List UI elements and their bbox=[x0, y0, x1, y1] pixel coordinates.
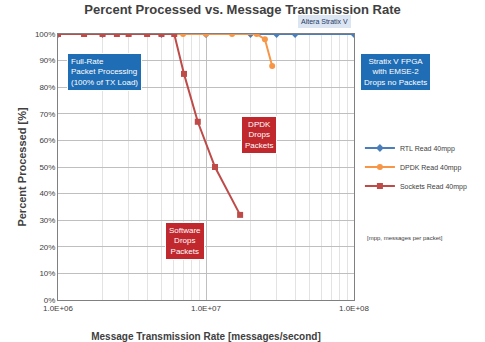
svg-text:Stratix V FPGAwith EMSE-2Drops: Stratix V FPGAwith EMSE-2Drops no Packet… bbox=[364, 57, 427, 87]
svg-text:10%: 10% bbox=[39, 269, 55, 278]
svg-text:DPDKDropsPackets: DPDKDropsPackets bbox=[245, 120, 273, 150]
svg-text:RTL Read 40mpp: RTL Read 40mpp bbox=[400, 145, 455, 153]
svg-text:Altera Stratix V: Altera Stratix V bbox=[301, 18, 348, 25]
svg-text:SoftwareDropsPackets: SoftwareDropsPackets bbox=[169, 226, 201, 256]
svg-text:[mpp, messages per packet]: [mpp, messages per packet] bbox=[367, 235, 443, 241]
svg-text:Full-RatePacket Processing(100: Full-RatePacket Processing(100% of TX Lo… bbox=[71, 57, 138, 87]
svg-text:40%: 40% bbox=[39, 189, 55, 198]
svg-text:90%: 90% bbox=[39, 56, 55, 65]
svg-text:20%: 20% bbox=[39, 243, 55, 252]
svg-text:30%: 30% bbox=[39, 216, 55, 225]
svg-text:70%: 70% bbox=[39, 110, 55, 119]
svg-text:Message Transmission Rate [mes: Message Transmission Rate [messages/seco… bbox=[91, 331, 321, 342]
svg-text:80%: 80% bbox=[39, 83, 55, 92]
svg-text:1.0E+08: 1.0E+08 bbox=[339, 304, 370, 313]
svg-text:60%: 60% bbox=[39, 136, 55, 145]
svg-text:50%: 50% bbox=[39, 163, 55, 172]
svg-text:1.0E+06: 1.0E+06 bbox=[43, 304, 74, 313]
svg-text:Percent Processed vs. Message: Percent Processed vs. Message Transmissi… bbox=[84, 2, 401, 17]
svg-text:100%: 100% bbox=[35, 30, 55, 39]
svg-text:1.0E+07: 1.0E+07 bbox=[191, 304, 222, 313]
svg-text:Percent Processed [%]: Percent Processed [%] bbox=[16, 107, 28, 227]
svg-text:0%: 0% bbox=[44, 296, 56, 305]
svg-text:Sockets Read 40mpp: Sockets Read 40mpp bbox=[400, 183, 467, 191]
svg-text:DPDK Read 40mpp: DPDK Read 40mpp bbox=[400, 164, 462, 172]
